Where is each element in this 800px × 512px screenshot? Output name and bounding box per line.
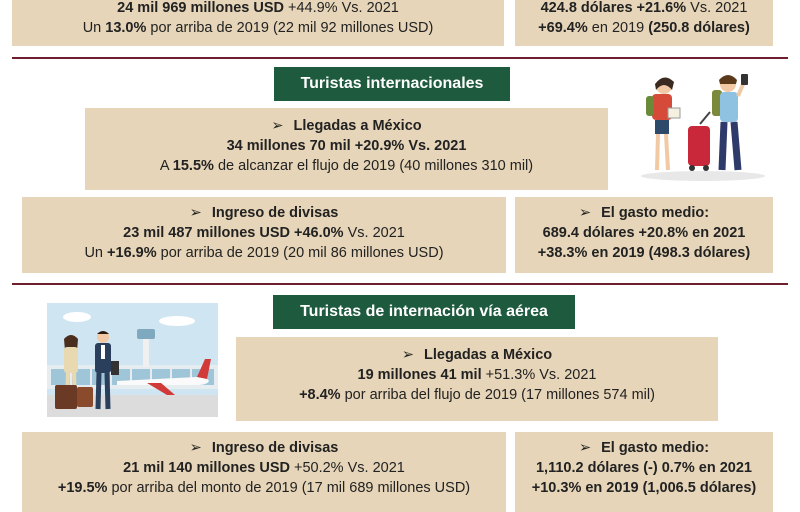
top-right-line2: +69.4% en 2019 (250.8 dólares)	[538, 20, 750, 36]
section1-ingreso-value: 23 mil 487 millones USD +46.0% Vs. 2021	[123, 225, 405, 241]
section1-gasto-box: ➢ El gasto medio: 689.4 dólares +20.8% en…	[515, 197, 773, 273]
section1-llegadas-note: A 15.5% de alcanzar el flujo de 2019 (40…	[159, 158, 534, 174]
top-right-box: 424.8 dólares +21.6% Vs. 2021 +69.4% en …	[515, 0, 773, 46]
section2-gasto-note: +10.3% en 2019 (1,006.5 dólares)	[531, 480, 757, 496]
section1-ingreso-heading: ➢ Ingreso de divisas	[189, 205, 339, 221]
section2-ingreso-box: ➢ Ingreso de divisas 21 mil 140 millones …	[22, 432, 506, 512]
top-right-line1: 424.8 dólares +21.6% Vs. 2021	[540, 0, 748, 16]
section1-gasto-heading: ➢ El gasto medio:	[578, 205, 710, 221]
section2-llegadas-note: +8.4% por arriba del flujo de 2019 (17 m…	[299, 387, 655, 403]
section2-llegadas-heading: ➢ Llegadas a México	[401, 347, 553, 363]
section2-ingreso-note: +19.5% por arriba del monto de 2019 (17 …	[57, 480, 471, 496]
section2-gasto-box: ➢ El gasto medio: 1,110.2 dólares (-) 0.7…	[515, 432, 773, 512]
section1-gasto-note: +38.3% en 2019 (498.3 dólares)	[537, 245, 751, 261]
section2-gasto-heading: ➢ El gasto medio:	[578, 440, 710, 456]
section1-title: Turistas internacionales	[274, 67, 510, 101]
tourists-illustration	[641, 74, 765, 181]
section-divider-2	[12, 283, 788, 285]
section2-ingreso-heading: ➢ Ingreso de divisas	[189, 440, 339, 456]
top-left-line1: 24 mil 969 millones USD +44.9% Vs. 2021	[117, 0, 399, 16]
section2-llegadas-box: ➢ Llegadas a México 19 millones 41 mil +5…	[236, 337, 718, 421]
top-left-line2: Un 13.0% por arriba de 2019 (22 mil 92 m…	[82, 20, 434, 36]
section1-llegadas-heading: ➢ Llegadas a México	[271, 118, 422, 134]
section1-gasto-value: 689.4 dólares +20.8% en 2021	[542, 225, 746, 241]
airport-illustration	[47, 303, 218, 417]
section1-ingreso-box: ➢ Ingreso de divisas 23 mil 487 millones …	[22, 197, 506, 273]
section1-llegadas-box: ➢ Llegadas a México 34 millones 70 mil +2…	[85, 108, 608, 190]
section1-ingreso-note: Un +16.9% por arriba de 2019 (20 mil 86 …	[84, 245, 444, 261]
top-left-box: 24 mil 969 millones USD +44.9% Vs. 2021 …	[12, 0, 504, 46]
section1-llegadas-value: 34 millones 70 mil +20.9% Vs. 2021	[226, 138, 467, 154]
section2-llegadas-value: 19 millones 41 mil +51.3% Vs. 2021	[357, 367, 597, 383]
section2-title: Turistas de internación vía aérea	[273, 295, 575, 329]
section2-gasto-value: 1,110.2 dólares (-) 0.7% en 2021	[535, 460, 752, 476]
section2-ingreso-value: 21 mil 140 millones USD +50.2% Vs. 2021	[123, 460, 405, 476]
section-divider-1	[12, 57, 788, 59]
